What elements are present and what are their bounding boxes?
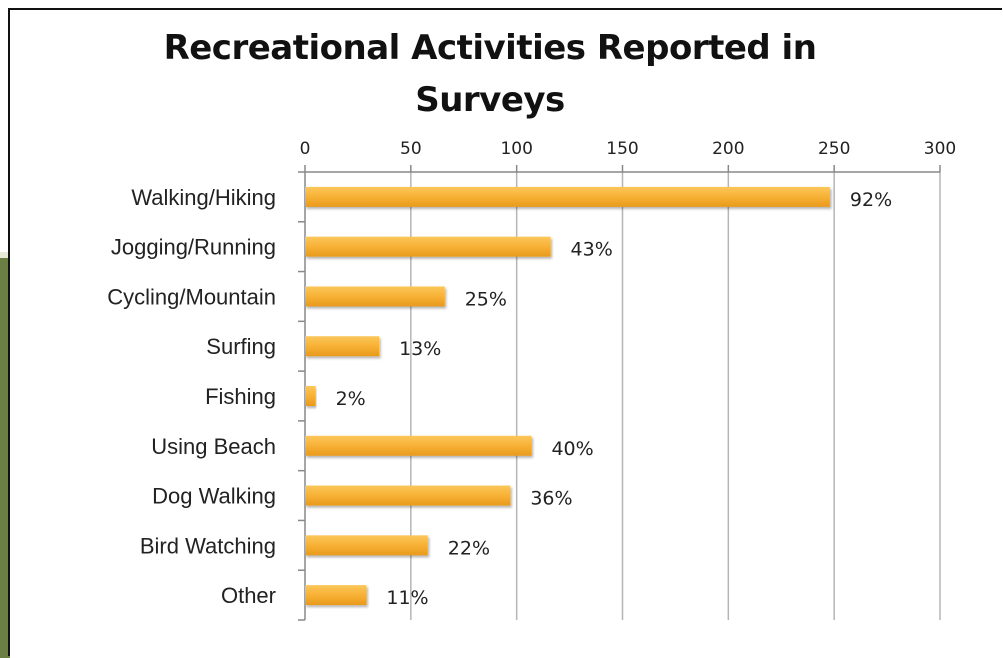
category-label: Cycling/Mountain — [107, 284, 276, 309]
category-label: Walking/Hiking — [131, 185, 276, 210]
x-tick-label: 100 — [500, 139, 532, 159]
bar — [305, 535, 428, 556]
bar — [305, 585, 367, 606]
chart-frame — [8, 8, 1002, 656]
x-tick-label: 200 — [712, 139, 744, 159]
bar — [305, 435, 532, 456]
category-label: Fishing — [205, 384, 276, 409]
category-label: Dog Walking — [152, 484, 276, 509]
category-label: Using Beach — [151, 434, 276, 459]
data-label: 40% — [551, 438, 593, 460]
x-tick-label: 0 — [300, 139, 311, 159]
slide-accent-highlight — [0, 252, 10, 260]
category-label: Bird Watching — [140, 533, 276, 558]
x-tick-label: 300 — [924, 139, 956, 159]
category-label: Jogging/Running — [111, 235, 276, 260]
data-label: 25% — [465, 288, 507, 310]
data-label: 11% — [386, 587, 428, 609]
data-label: 2% — [336, 388, 366, 410]
chart-title: Recreational Activities Reported in Surv… — [163, 28, 817, 120]
bar — [305, 186, 830, 207]
x-tick-label: 50 — [400, 139, 422, 159]
bar — [305, 485, 511, 506]
bar — [305, 236, 551, 257]
data-label: 36% — [530, 488, 572, 510]
category-label: Surfing — [206, 334, 276, 359]
data-label: 43% — [571, 239, 613, 261]
data-label: 92% — [850, 189, 892, 211]
data-label: 13% — [399, 338, 441, 360]
x-tick-label: 150 — [606, 139, 638, 159]
category-label: Other — [221, 583, 276, 608]
bar — [305, 336, 380, 357]
bar — [305, 386, 316, 406]
slide-accent-strip — [0, 258, 10, 658]
bar — [305, 286, 445, 307]
data-label: 22% — [448, 537, 490, 559]
x-tick-label: 250 — [818, 139, 850, 159]
